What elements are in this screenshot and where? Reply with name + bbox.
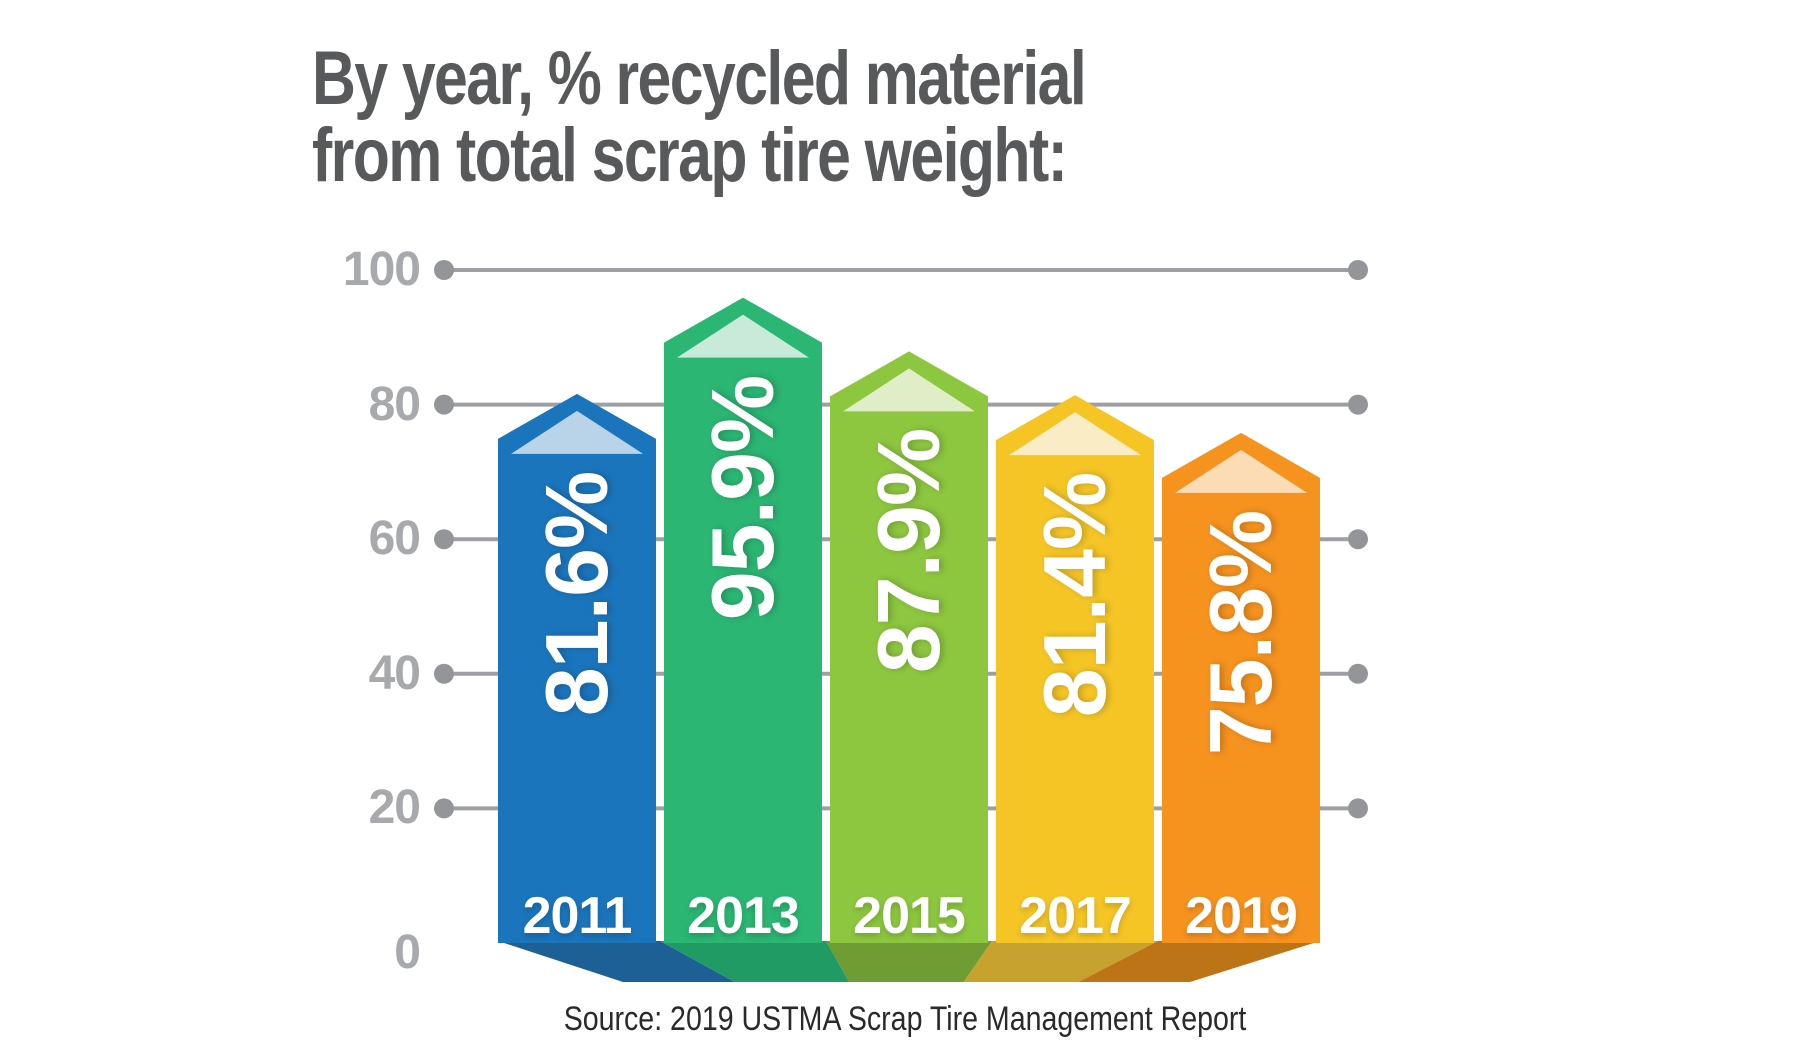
y-axis-tick-label-20: 20 — [368, 781, 421, 835]
bar-2017 — [996, 395, 1154, 944]
bar-value-label-2013: 95.9% — [693, 375, 792, 620]
bar-2013 — [664, 297, 822, 943]
gridline-dot-right-80 — [1348, 394, 1368, 415]
bar-2011 — [498, 393, 656, 943]
gridline-dot-left-60 — [434, 529, 454, 550]
bar-peak-highlight-2013 — [677, 314, 809, 358]
bar-shadow-2011 — [498, 941, 735, 982]
bar-shadow-2017 — [963, 941, 1158, 982]
bar-year-label-2019: 2019 — [1185, 887, 1298, 945]
bar-shadow-2019 — [1078, 941, 1320, 982]
bar-year-label-2013: 2013 — [687, 887, 800, 945]
y-axis-tick-label-40: 40 — [368, 646, 421, 700]
gridline-dot-right-20 — [1348, 798, 1368, 819]
chart-title-line1: By year, % recycled material — [312, 36, 1087, 121]
gridline-dot-left-80 — [434, 394, 454, 415]
gridline-dot-left-40 — [434, 663, 454, 684]
gridline-dot-right-100 — [1348, 260, 1368, 280]
bar-peak-highlight-2019 — [1175, 449, 1307, 493]
bar-2019 — [1162, 432, 1320, 943]
y-axis-tick-label-0: 0 — [394, 926, 421, 979]
bar-value-label-2019: 75.8% — [1191, 510, 1290, 756]
chart-title-line2: from total scrap tire weight: — [312, 113, 1068, 198]
bar-peak-highlight-2011 — [511, 410, 643, 454]
gridline-dot-right-40 — [1348, 663, 1368, 684]
bar-peak-highlight-2015 — [843, 368, 975, 412]
chart-title: By year, % recycled material from total … — [312, 36, 1087, 198]
y-axis-tick-label-100: 100 — [342, 243, 421, 296]
bar-year-label-2017: 2017 — [1019, 887, 1132, 945]
bar-value-label-2015: 87.9% — [859, 429, 958, 674]
y-axis-tick-label-60: 60 — [368, 512, 421, 566]
gridline-dot-left-20 — [434, 798, 454, 819]
bar-peak-highlight-2017 — [1009, 412, 1141, 456]
bar-shadow-2013 — [660, 941, 850, 982]
y-axis-tick-label-80: 80 — [368, 377, 421, 431]
source-caption: Source: 2019 USTMA Scrap Tire Management… — [563, 1000, 1247, 1038]
bar-value-label-2017: 81.4% — [1025, 472, 1124, 718]
gridline-dot-left-100 — [434, 260, 454, 280]
bar-shadow-2015 — [826, 941, 992, 982]
bar-year-label-2015: 2015 — [853, 887, 966, 945]
bar-year-label-2011: 2011 — [522, 887, 633, 945]
gridline-dot-right-60 — [1348, 529, 1368, 550]
bar-value-label-2011: 81.6% — [527, 471, 626, 717]
bar-2015 — [830, 351, 988, 944]
